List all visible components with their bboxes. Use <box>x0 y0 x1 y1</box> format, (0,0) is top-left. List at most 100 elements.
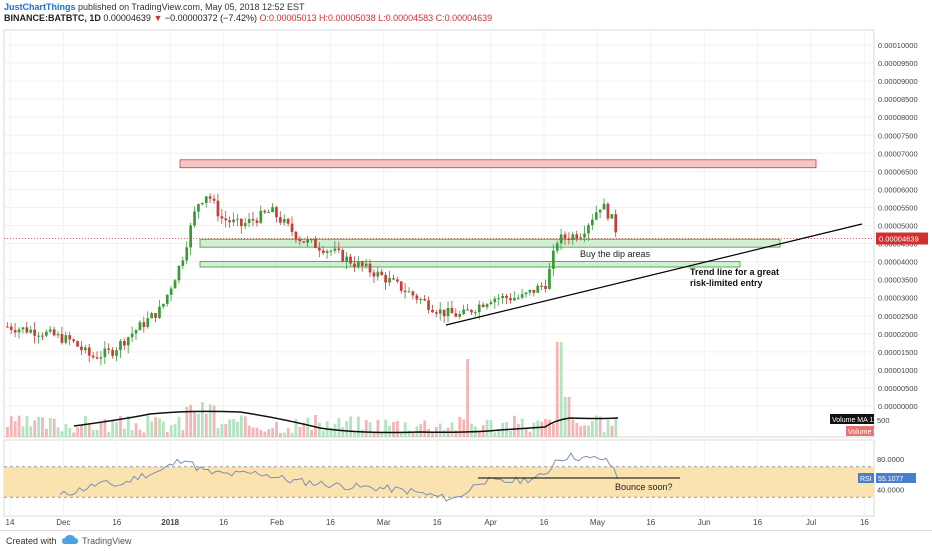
volume-bar <box>548 419 551 437</box>
volume-bar <box>271 428 274 437</box>
volume-bar <box>45 428 48 437</box>
candle-body <box>255 220 259 223</box>
price-chart[interactable]: 0.00010000 0.00009500 0.00009000 0.00008500… <box>0 0 932 530</box>
volume-bar <box>146 415 150 437</box>
candle-body <box>376 271 380 277</box>
volume-bar <box>528 431 532 437</box>
volume-bar <box>111 420 115 437</box>
candle-body <box>138 322 142 331</box>
candle-body <box>25 327 29 333</box>
publish-line: JustChartThings published on TradingView… <box>4 2 305 12</box>
time-tick-label: 16 <box>860 518 869 527</box>
volume-bar <box>150 421 154 437</box>
candle-body <box>9 326 13 330</box>
volume-bar <box>173 423 177 437</box>
volume-bar <box>177 416 181 437</box>
volume-bar <box>232 419 235 437</box>
volume-bar <box>154 417 157 437</box>
volume-bar <box>56 427 60 437</box>
candle-body <box>64 335 68 343</box>
author-link[interactable]: JustChartThings <box>4 2 76 12</box>
volume-bar <box>60 431 64 437</box>
candle-body <box>411 291 415 296</box>
volume-bar <box>411 432 415 437</box>
volume-ma-label: Volume MA 11.431M <box>832 417 896 424</box>
volume-bar <box>524 428 528 437</box>
volume-bar <box>544 418 547 437</box>
volume-bar <box>563 397 567 437</box>
volume-bar <box>594 415 598 437</box>
candle-body <box>306 239 309 243</box>
volume-bar <box>516 423 520 437</box>
volume-bar <box>489 419 493 437</box>
candle-body <box>208 196 212 199</box>
candle-body <box>575 234 579 239</box>
volume-bar <box>329 427 333 437</box>
volume-bar <box>423 420 427 437</box>
volume-bar <box>37 416 40 437</box>
volume-bar <box>212 405 216 437</box>
candle-body <box>173 280 177 289</box>
volume-bar <box>294 419 298 437</box>
candle-body <box>68 335 72 340</box>
volume-bar <box>555 342 559 437</box>
volume-bar <box>243 416 247 437</box>
candle-body <box>52 329 56 336</box>
candle-body <box>107 348 111 350</box>
volume-bar <box>318 422 321 437</box>
candle-body <box>579 237 582 239</box>
volume-bar <box>493 432 497 437</box>
volume-bar <box>614 417 618 437</box>
candle-body <box>396 279 399 282</box>
candle-body <box>189 225 192 248</box>
volume-bar <box>380 432 384 437</box>
candle-body <box>267 212 270 214</box>
volume-bar <box>407 430 411 437</box>
candle-body <box>236 218 239 220</box>
candle-body <box>232 219 235 223</box>
volume-bar <box>95 429 99 437</box>
volume-bar <box>48 417 52 437</box>
price-tick-label: 0.00000500 <box>878 384 918 393</box>
volume-bars <box>6 342 619 437</box>
volume-bar <box>17 415 21 437</box>
candle-body <box>329 250 333 252</box>
time-tick-label: Jul <box>806 518 816 527</box>
volume-bar <box>236 421 239 437</box>
candle-body <box>115 350 118 356</box>
volume-ma-line <box>73 410 619 434</box>
tradingview-brand[interactable]: TradingView <box>82 536 132 546</box>
candle-body <box>516 297 520 299</box>
volume-bar <box>224 424 228 437</box>
candle-body <box>279 217 282 223</box>
volume-bar <box>181 430 185 437</box>
price-tick-label: 0.00009500 <box>878 59 918 68</box>
candle-body <box>466 309 469 311</box>
rsi-line <box>59 452 619 502</box>
chart-header: JustChartThings published on TradingView… <box>0 0 932 26</box>
volume-ma-tag <box>830 414 874 424</box>
candle-body <box>6 326 9 328</box>
candle-body <box>454 313 458 317</box>
volume-bar <box>598 416 602 437</box>
volume-bar <box>208 404 212 437</box>
candle-body <box>446 307 450 317</box>
price-tick-label: 0.00005500 <box>878 203 918 212</box>
price-tick-label: 0.00006500 <box>878 167 918 176</box>
volume-bar <box>169 425 173 437</box>
candle-body <box>48 329 52 332</box>
candle-body <box>103 348 107 358</box>
volume-bar <box>282 432 286 437</box>
candle-body <box>544 286 547 289</box>
published-text: published on TradingView.com, May 05, 20… <box>78 2 305 12</box>
volume-bar <box>341 427 345 437</box>
volume-bar <box>364 420 368 437</box>
volume-bar <box>302 422 306 437</box>
candle-body <box>357 261 360 267</box>
time-tick-label: Apr <box>484 518 497 527</box>
trend-label-line1: Trend line for a great <box>690 267 779 277</box>
zones <box>179 159 817 268</box>
annotation-labels: Buy the dip areas Trend line for a greatr… <box>580 249 779 492</box>
rsi-annotation-label: Bounce soon? <box>615 482 673 492</box>
volume-bar <box>52 418 56 437</box>
